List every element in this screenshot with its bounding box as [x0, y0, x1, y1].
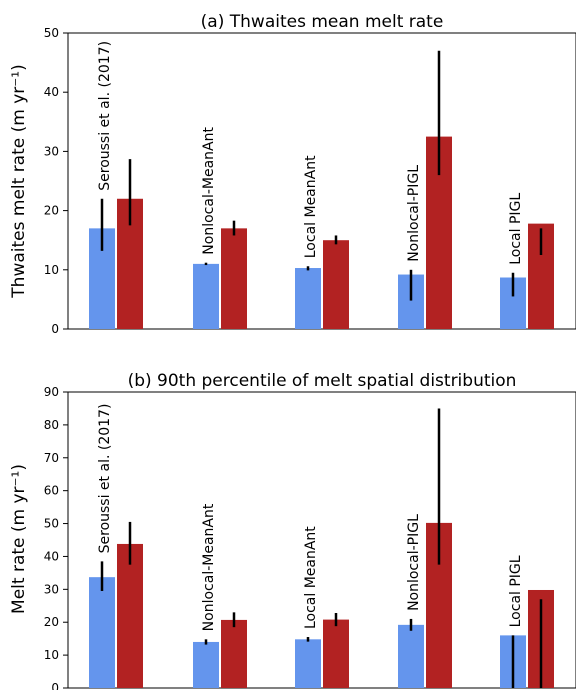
bar-series2-a [221, 228, 247, 329]
plot-frame-b [67, 391, 576, 689]
category-label-b: Nonlocal-MeanAnt [201, 503, 217, 631]
y-tick-label-b: 30 [44, 582, 59, 596]
category-label-b: Seroussi et al. (2017) [97, 404, 113, 554]
bar-series1-b [89, 577, 115, 688]
y-tick-label-b: 40 [44, 549, 59, 563]
y-tick-label-a: 20 [44, 204, 59, 218]
plot-frame-a [67, 32, 576, 330]
bar-series1-b [193, 641, 219, 688]
category-label-a: Seroussi et al. (2017) [97, 41, 113, 191]
bar-series2-b [221, 619, 247, 688]
y-tick-label-b: 60 [44, 484, 59, 498]
y-tick-label-b: 50 [44, 517, 59, 531]
y-tick-label-a: 0 [51, 322, 59, 336]
y-tick-label-b: 90 [44, 385, 59, 399]
y-axis-label-a: Thwaites melt rate (m yr⁻¹) [9, 64, 29, 298]
y-tick-label-b: 20 [44, 615, 59, 629]
category-label-b: Local MeanAnt [303, 526, 319, 629]
chart-title-a: (a) Thwaites mean melt rate [201, 12, 444, 32]
category-label-a: Nonlocal-PIGL [406, 165, 422, 262]
y-tick-label-a: 30 [44, 144, 59, 158]
y-tick-label-a: 40 [44, 85, 59, 99]
category-label-b: Local PIGL [508, 555, 524, 627]
chart-title-b: (b) 90th percentile of melt spatial dist… [128, 371, 517, 391]
bar-series2-b [323, 619, 349, 688]
y-tick-label-b: 0 [51, 681, 59, 690]
bar-series1-b [295, 639, 321, 688]
panel-a: (a) Thwaites mean melt rate Thwaites mel… [9, 12, 576, 336]
y-tick-label-b: 80 [44, 418, 59, 432]
bar-series1-a [193, 263, 219, 329]
y-tick-label-a: 10 [44, 263, 59, 277]
category-label-a: Local MeanAnt [303, 155, 319, 258]
bar-series2-b [117, 543, 143, 688]
y-tick-label-b: 10 [44, 648, 59, 662]
category-label-a: Nonlocal-MeanAnt [201, 127, 217, 255]
y-axis-label-b: Melt rate (m yr⁻¹) [9, 464, 29, 614]
y-tick-label-b: 70 [44, 451, 59, 465]
panel-b: (b) 90th percentile of melt spatial dist… [9, 371, 576, 690]
category-label-a: Local PIGL [508, 193, 524, 265]
bar-series1-b [398, 624, 424, 688]
category-label-b: Nonlocal-PIGL [406, 514, 422, 611]
bar-series1-a [295, 268, 321, 329]
bar-series2-a [323, 240, 349, 329]
y-tick-label-a: 50 [44, 26, 59, 40]
